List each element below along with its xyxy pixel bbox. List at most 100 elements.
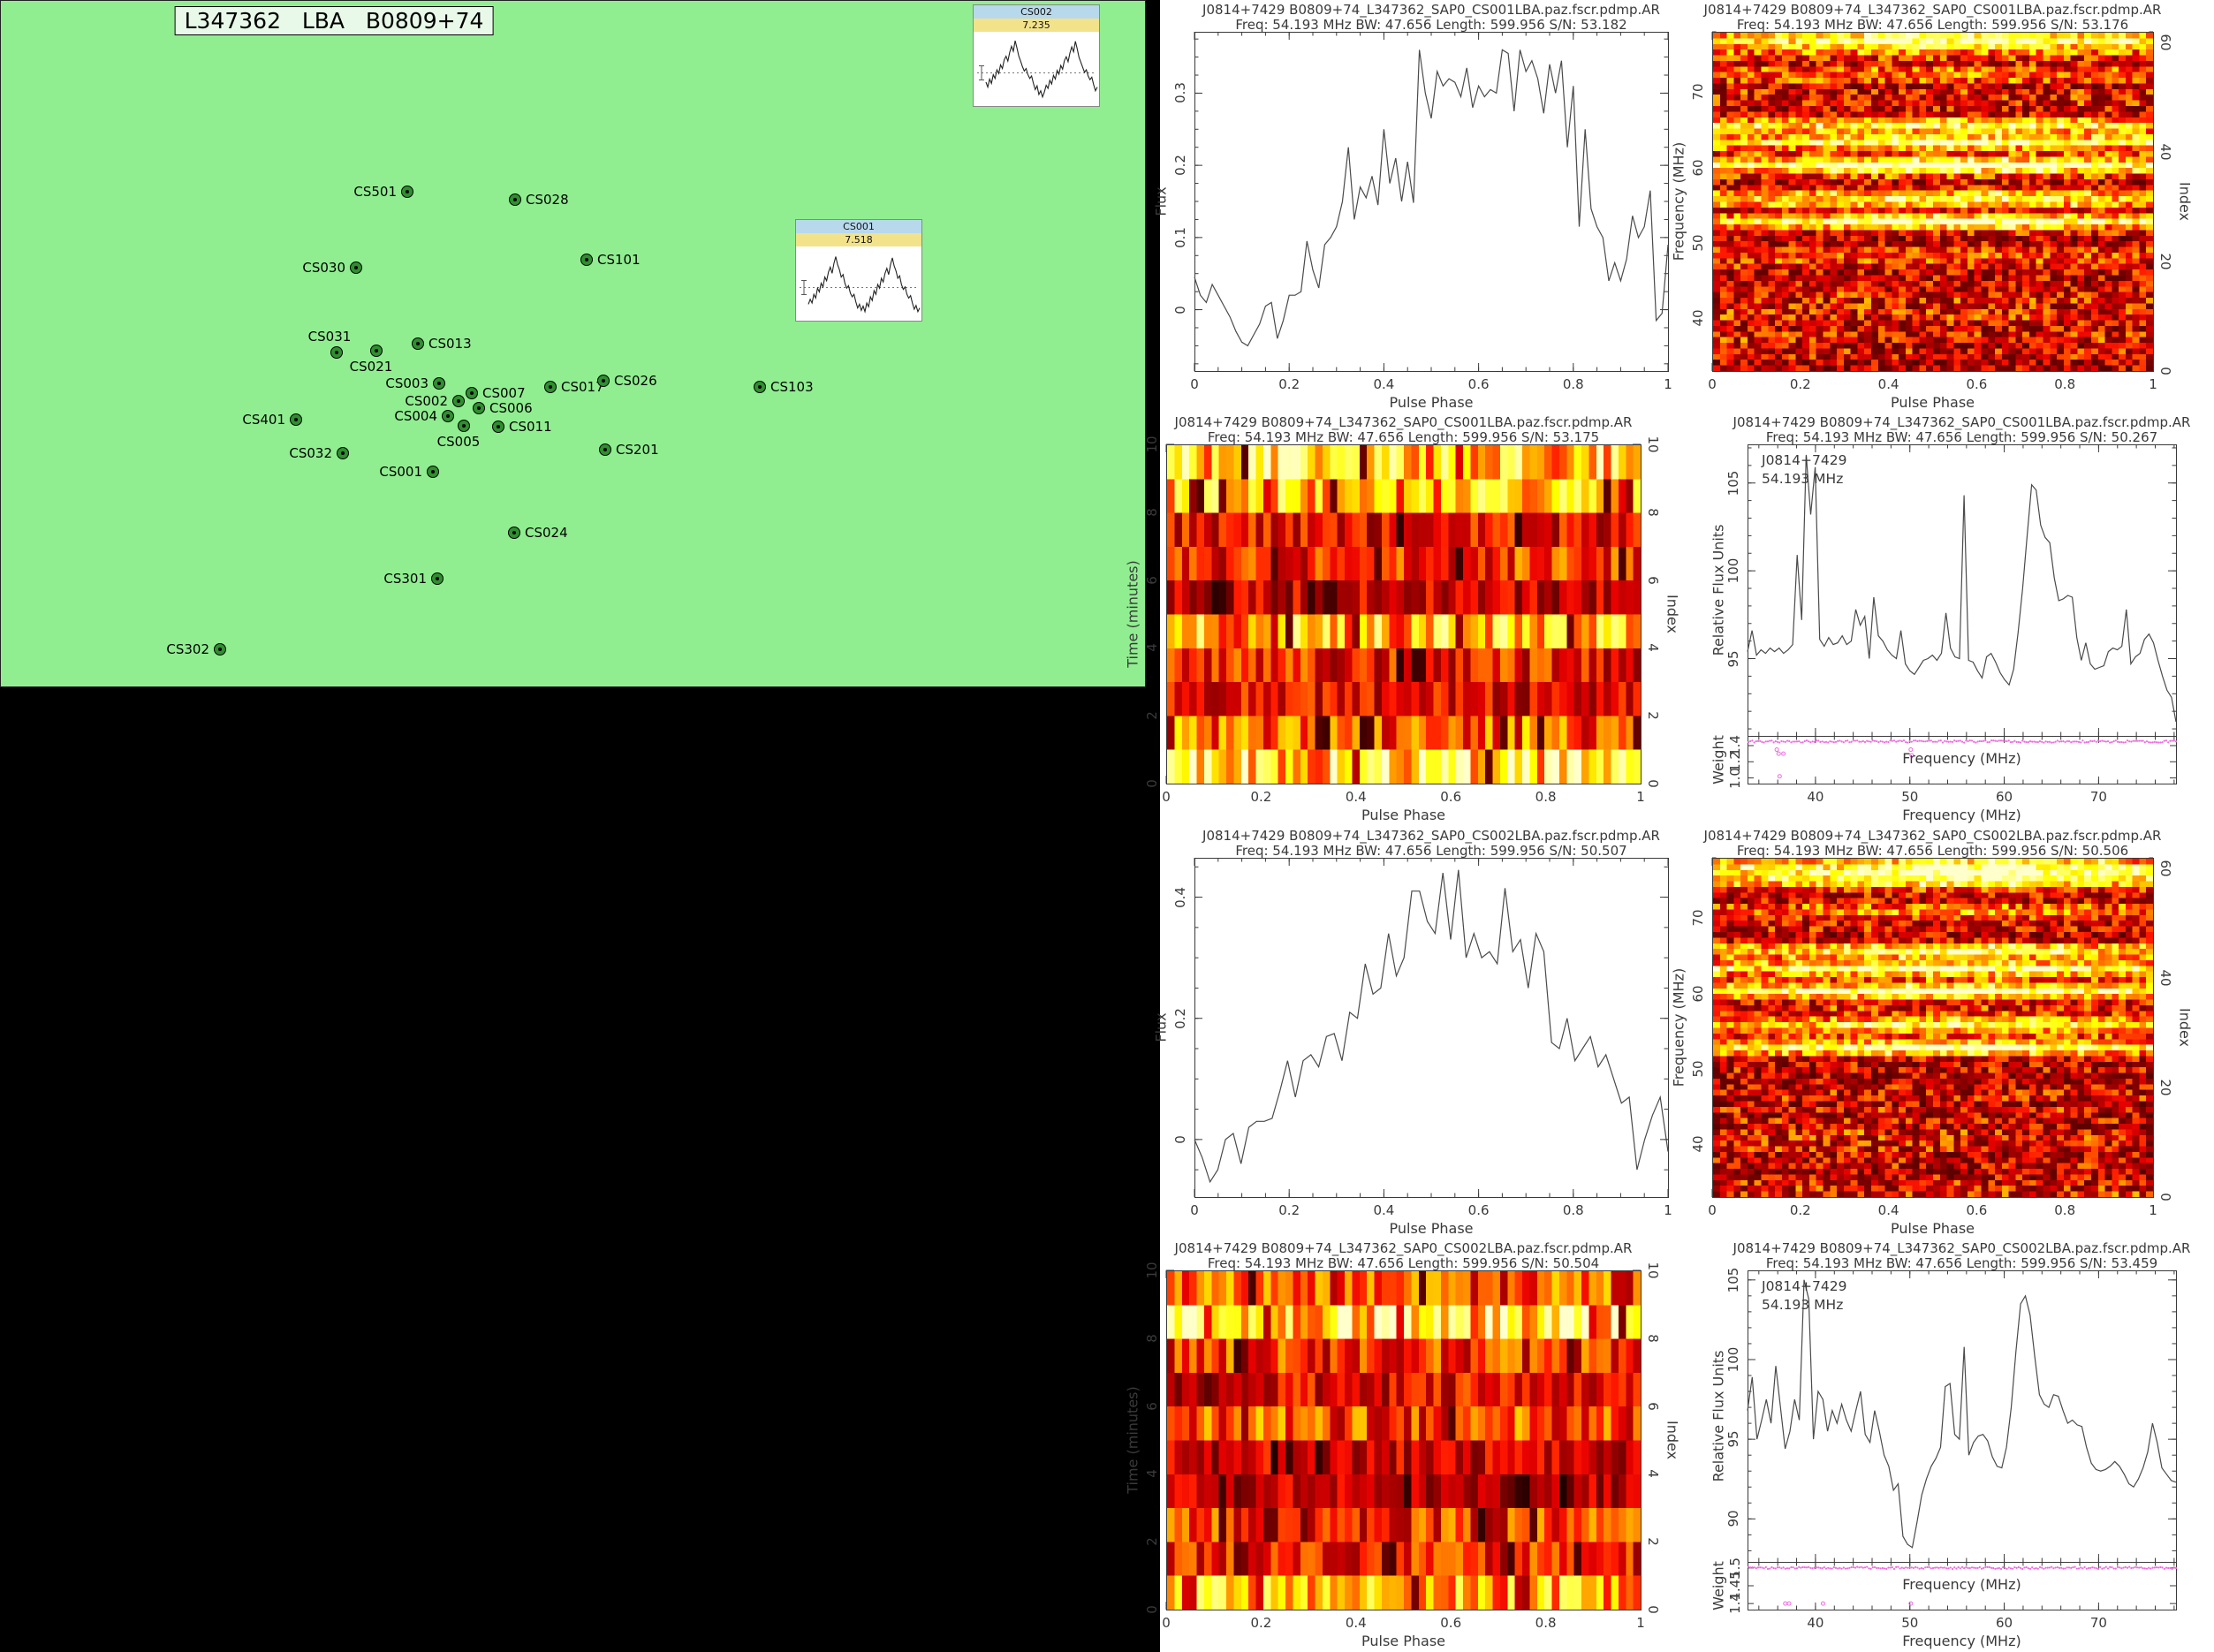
x-tick-label: 0.8 bbox=[2054, 1202, 2076, 1218]
station-label-cs007: CS007 bbox=[482, 385, 526, 401]
station-dot-core-cs031 bbox=[335, 351, 338, 354]
plot-freqphase-cs001: J0814+7429 B0809+74_L347362_SAP0_CS001LB… bbox=[0, 0, 2194, 411]
right-tick-label: 8 bbox=[1645, 1334, 1661, 1343]
station-dot-cs024 bbox=[508, 527, 520, 539]
station-label-cs026: CS026 bbox=[614, 373, 657, 389]
x-axis-label: Pulse Phase bbox=[1389, 1220, 1474, 1237]
y-tick-label: 50 bbox=[1690, 234, 1706, 252]
plot-title-line2: Freq: 54.193 MHz BW: 47.656 Length: 599.… bbox=[1235, 843, 1627, 859]
plot-timephase-cs002: J0814+7429 B0809+74_L347362_SAP0_CS002LB… bbox=[0, 0, 1681, 1649]
right-tick-label: 2 bbox=[1645, 711, 1661, 720]
station-dot-cs005 bbox=[458, 420, 470, 432]
station-dot-core-cs004 bbox=[446, 414, 450, 418]
plot-bandpass-cs001: J0814+7429 B0809+74_L347362_SAP0_CS001LB… bbox=[0, 0, 2191, 823]
x-tick-label: 0.6 bbox=[1440, 789, 1462, 805]
y-tick-label: 8 bbox=[1144, 508, 1160, 517]
x-tick-label: 0.2 bbox=[1789, 376, 1811, 392]
right-tick-label: 60 bbox=[2157, 860, 2173, 877]
station-dot-cs101 bbox=[580, 254, 593, 266]
station-dot-cs302 bbox=[214, 643, 226, 655]
x-axis-label: Pulse Phase bbox=[1891, 394, 1975, 411]
station-dot-core-cs301 bbox=[436, 577, 439, 580]
x-tick-label: 0.8 bbox=[1562, 1202, 1584, 1218]
y-tick-label: 90 bbox=[1725, 1510, 1741, 1527]
inner-x-axis-label: Frequency (MHz) bbox=[1902, 750, 2021, 767]
station-dot-core-cs302 bbox=[218, 648, 222, 651]
station-label-cs201: CS201 bbox=[616, 442, 659, 458]
x-tick-label: 0.2 bbox=[1250, 789, 1272, 805]
station-dot-cs501 bbox=[401, 186, 413, 198]
right-axis-label: Index bbox=[2176, 1007, 2194, 1048]
station-dot-core-cs017 bbox=[549, 385, 552, 389]
station-label-cs302: CS302 bbox=[166, 641, 209, 657]
y-axis-label: Relative Flux Units bbox=[1710, 524, 1727, 656]
right-tick-label: 2 bbox=[1645, 1537, 1661, 1546]
x-tick-label: 0.4 bbox=[1373, 1202, 1395, 1218]
station-label-cs003: CS003 bbox=[385, 375, 428, 391]
y-tick-label: 105 bbox=[1725, 1267, 1741, 1293]
right-tick-label: 6 bbox=[1645, 575, 1661, 585]
station-label-cs001: CS001 bbox=[379, 464, 422, 480]
x-tick-label: 70 bbox=[2089, 789, 2107, 805]
plot-title-line1: J0814+7429 B0809+74_L347362_SAP0_CS002LB… bbox=[1202, 828, 1660, 844]
x-tick-label: 0.6 bbox=[1467, 376, 1490, 392]
y-axis-label: Relative Flux Units bbox=[1710, 1350, 1727, 1482]
station-label-cs031: CS031 bbox=[307, 329, 352, 345]
y-tick-label: 0.4 bbox=[1172, 886, 1188, 908]
plot-title-line2: Freq: 54.193 MHz BW: 47.656 Length: 599.… bbox=[1235, 17, 1627, 33]
y-tick-label: 0.3 bbox=[1172, 82, 1188, 104]
x-tick-label: 0 bbox=[1708, 376, 1717, 392]
plot-profile-cs001: J0814+7429 B0809+74_L347362_SAP0_CS001LB… bbox=[0, 0, 1672, 411]
station-label-cs006: CS006 bbox=[489, 400, 533, 416]
x-tick-label: 0.8 bbox=[1535, 789, 1557, 805]
x-tick-label: 1 bbox=[2149, 376, 2157, 392]
inner-x-axis-label: Frequency (MHz) bbox=[1902, 1576, 2021, 1593]
station-label-cs103: CS103 bbox=[770, 379, 814, 395]
station-dot-cs021 bbox=[370, 345, 383, 357]
x-tick-label: 0.8 bbox=[1562, 376, 1584, 392]
y-tick-label: 70 bbox=[1690, 909, 1706, 927]
x-tick-label: 40 bbox=[1807, 1615, 1824, 1631]
plot-frame-profile-cs001 bbox=[1194, 32, 1669, 372]
y-tick-label: 0.2 bbox=[1172, 1007, 1188, 1029]
right-axis-label: Index bbox=[1664, 1420, 1681, 1460]
plot-title-line1: J0814+7429 B0809+74_L347362_SAP0_CS001LB… bbox=[1703, 2, 2162, 18]
station-dot-core-cs005 bbox=[462, 424, 466, 428]
y-tick-label: 6 bbox=[1144, 1401, 1160, 1411]
x-axis-label: Pulse Phase bbox=[1361, 807, 1445, 823]
right-tick-label: 0 bbox=[2157, 1193, 2173, 1201]
right-tick-label: 60 bbox=[2157, 34, 2173, 51]
station-dot-core-cs026 bbox=[602, 379, 605, 383]
station-label-cs011: CS011 bbox=[509, 419, 552, 435]
y-tick-label: 0 bbox=[1144, 779, 1160, 788]
weight-axis-label: Weight bbox=[1710, 735, 1727, 784]
right-tick-label: 40 bbox=[2157, 969, 2173, 987]
x-tick-label: 50 bbox=[1901, 789, 1919, 805]
right-tick-label: 0 bbox=[1645, 779, 1661, 788]
y-tick-label: 100 bbox=[1725, 1346, 1741, 1373]
weight-tick-label: 1.4 bbox=[1727, 735, 1743, 756]
station-label-cs028: CS028 bbox=[526, 192, 569, 208]
right-tick-label: 20 bbox=[2157, 253, 2173, 270]
right-tick-label: 0 bbox=[1645, 1605, 1661, 1614]
plot-title-line1: J0814+7429 B0809+74_L347362_SAP0_CS002LB… bbox=[1733, 1240, 2191, 1256]
x-tick-label: 0.4 bbox=[1345, 1615, 1367, 1631]
station-dot-cs011 bbox=[492, 421, 504, 433]
observation-title: L347362 LBA B0809+74 bbox=[174, 6, 494, 35]
station-dot-cs013 bbox=[412, 337, 424, 350]
x-tick-label: 50 bbox=[1901, 1615, 1919, 1631]
y-tick-label: 0 bbox=[1172, 305, 1188, 314]
x-axis-label: Pulse Phase bbox=[1389, 394, 1474, 411]
y-tick-label: 2 bbox=[1144, 1537, 1160, 1546]
plot-title-line2: Freq: 54.193 MHz BW: 47.656 Length: 599.… bbox=[1765, 429, 2158, 445]
station-dot-cs003 bbox=[433, 377, 445, 390]
x-tick-label: 0.6 bbox=[1440, 1615, 1462, 1631]
x-tick-label: 0 bbox=[1708, 1202, 1717, 1218]
y-tick-label: 4 bbox=[1144, 1469, 1160, 1479]
station-label-cs501: CS501 bbox=[353, 184, 397, 200]
y-tick-label: 95 bbox=[1725, 1430, 1741, 1448]
station-map-panel: L347362 LBA B0809+74 CS501 CS028 CS030 CS10… bbox=[0, 0, 1146, 687]
right-tick-label: 10 bbox=[1645, 436, 1661, 453]
inset-snr-value: 7.518 bbox=[796, 233, 921, 246]
